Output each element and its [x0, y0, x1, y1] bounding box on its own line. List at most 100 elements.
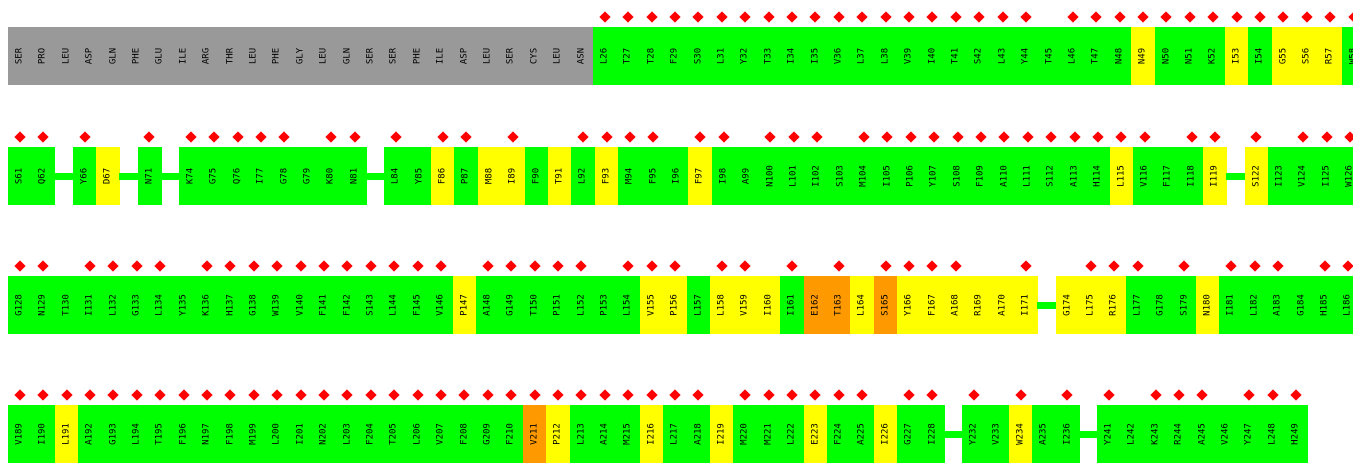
diamond-marker-icon [1178, 260, 1190, 272]
residue-label: I161 [786, 294, 797, 316]
residue-label: R169 [973, 294, 984, 316]
residue-label: M88 [484, 167, 495, 185]
residue-label: A183 [1272, 294, 1283, 316]
residue-label: L194 [131, 423, 142, 445]
residue-cell: M104 [852, 147, 877, 205]
residue-label: I171 [1020, 294, 1031, 316]
residue-cell: A225 [850, 405, 875, 463]
residue-cell: R169 [967, 276, 992, 334]
residue-cell: P212 [546, 405, 571, 463]
residue-label: Q62 [37, 167, 48, 185]
diamond-marker-icon [1108, 260, 1120, 272]
diamond-marker-icon [365, 260, 377, 272]
residue-cell: I105 [875, 147, 900, 205]
residue-label: S122 [1251, 165, 1262, 187]
diamond-marker-icon [14, 131, 26, 143]
residue-cell: T41 [944, 27, 968, 85]
diamond-marker-icon [1254, 11, 1266, 23]
residue-label: E223 [810, 423, 821, 445]
residue-cell: SER [359, 27, 383, 85]
diamond-marker-icon [1230, 11, 1243, 23]
diamond-marker-icon [928, 131, 940, 143]
residue-cell: PHE [405, 27, 430, 85]
diamond-marker-icon [788, 131, 800, 143]
residue-label: S165 [880, 294, 891, 316]
diamond-marker-icon [1297, 131, 1309, 143]
residue-cell: G133 [125, 276, 149, 334]
residue-label: Y247 [1243, 423, 1254, 445]
diamond-marker-icon [1196, 389, 1208, 401]
residue-cell: I77 [249, 147, 274, 205]
diamond-marker-icon [1014, 389, 1027, 401]
residue-cell: N100 [758, 147, 783, 205]
residue-label: LEU [318, 47, 329, 65]
diamond-marker-icon [716, 260, 728, 272]
residue-cell: S108 [945, 147, 970, 205]
residue-cell: SER [382, 27, 407, 85]
diamond-marker-icon [14, 389, 26, 401]
residue-label: N180 [1202, 294, 1213, 316]
diamond-marker-icon [692, 389, 704, 401]
residue-label: T47 [1090, 47, 1101, 65]
residue-cell: I181 [1219, 276, 1244, 334]
residue-label: ILE [435, 47, 446, 65]
residue-cell: R57 [1318, 27, 1343, 85]
diamond-marker-icon [739, 11, 751, 23]
residue-cell: T195 [148, 405, 173, 463]
residue-label: PRO [37, 47, 48, 65]
residue-cell: F29 [663, 27, 688, 85]
residue-cell: I201 [288, 405, 313, 463]
residue-cell: W58 [1341, 27, 1353, 85]
residue-cell: I171 [1014, 276, 1039, 334]
residue-cell: L164 [850, 276, 875, 334]
residue-label: I228 [927, 423, 938, 445]
residue-label: V189 [14, 423, 25, 445]
residue-cell: R244 [1167, 405, 1192, 463]
diamond-marker-icon [208, 131, 220, 143]
residue-cell: F210 [499, 405, 524, 463]
residue-cell: L203 [335, 405, 360, 463]
residue-label: L158 [716, 294, 727, 316]
residue-label: F117 [1162, 165, 1173, 187]
diamond-marker-icon [84, 260, 96, 272]
residue-label: N81 [349, 167, 360, 185]
residue-label: L92 [577, 167, 588, 185]
diamond-marker-icon [271, 260, 283, 272]
diamond-marker-icon [388, 389, 400, 401]
diamond-marker-icon [271, 389, 283, 401]
residue-cell: K74 [179, 147, 203, 205]
diamond-marker-icon [669, 260, 681, 272]
residue-label: N48 [1114, 47, 1125, 65]
diamond-marker-icon [1243, 389, 1255, 401]
diamond-marker-icon [505, 260, 517, 272]
residue-cell: P151 [546, 276, 571, 334]
diamond-marker-icon [1045, 131, 1057, 143]
residue-label: L242 [1126, 423, 1137, 445]
residue-cell: L175 [1079, 276, 1103, 334]
residue-cell: A110 [992, 147, 1017, 205]
residue-label: ASP [459, 47, 470, 65]
residue-cell: V159 [733, 276, 758, 334]
residue-label: H114 [1092, 165, 1103, 187]
residue-cell: T130 [54, 276, 79, 334]
diamond-marker-icon [1342, 260, 1353, 272]
residue-cell: I131 [78, 276, 103, 334]
residue-label: F210 [505, 423, 516, 445]
residue-cell: W139 [265, 276, 290, 334]
residue-label: F198 [225, 423, 236, 445]
residue-label: G55 [1278, 47, 1289, 65]
sequence-gap-connector [1225, 173, 1246, 180]
residue-cell: L182 [1242, 276, 1267, 334]
residue-cell: PHE [125, 27, 149, 85]
residue-label: W234 [1015, 423, 1026, 445]
residue-cell: F204 [359, 405, 383, 463]
diamond-marker-icon [154, 260, 166, 272]
residue-cell: I96 [665, 147, 689, 205]
residue-cell: P106 [899, 147, 923, 205]
residue-cell: Y241 [1097, 405, 1121, 463]
diamond-marker-icon [1319, 260, 1331, 272]
residue-label: V211 [529, 423, 540, 445]
residue-label: SER [505, 47, 516, 65]
residue-label: D67 [102, 167, 113, 185]
diamond-marker-icon [60, 389, 73, 401]
